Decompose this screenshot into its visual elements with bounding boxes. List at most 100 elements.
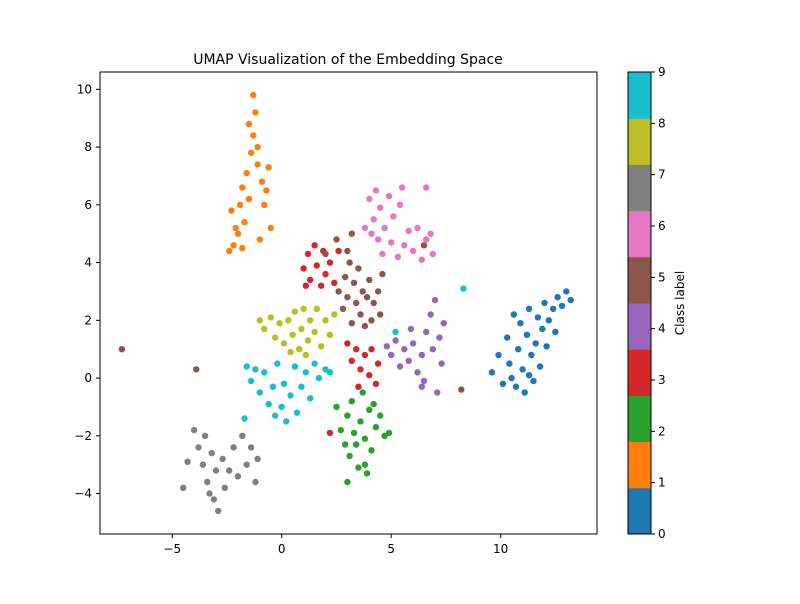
data-point-class-7 — [210, 496, 218, 503]
y-tick-label: −4 — [74, 487, 92, 501]
data-point-class-8 — [304, 337, 312, 344]
data-point-class-6 — [374, 236, 382, 243]
data-point-class-1 — [258, 178, 266, 185]
colorbar-swatch-1 — [628, 441, 651, 489]
data-point-class-2 — [344, 478, 351, 486]
data-point-class-9 — [261, 369, 268, 376]
data-point-class-4 — [405, 357, 412, 364]
data-point-class-7 — [239, 432, 246, 439]
data-point-class-6 — [423, 236, 430, 243]
data-point-class-0 — [552, 328, 559, 336]
data-point-class-6 — [368, 230, 375, 237]
data-point-class-1 — [234, 230, 242, 237]
data-point-class-0 — [534, 314, 542, 321]
data-point-class-1 — [236, 201, 244, 208]
data-point-class-4 — [440, 320, 447, 327]
y-tick-label: 10 — [77, 82, 92, 96]
colorbar-tick-label: 2 — [658, 424, 666, 438]
data-point-class-2 — [366, 406, 373, 413]
data-point-class-8 — [261, 325, 268, 333]
data-point-class-1 — [250, 91, 257, 99]
data-point-class-1 — [254, 161, 261, 168]
data-point-class-3 — [300, 265, 307, 272]
data-point-class-9 — [460, 285, 467, 292]
data-point-class-7 — [219, 455, 226, 463]
data-point-class-0 — [541, 299, 548, 307]
data-point-class-5 — [361, 322, 369, 330]
data-point-class-6 — [414, 224, 421, 232]
data-point-class-3 — [326, 429, 334, 437]
data-point-class-7 — [195, 444, 202, 451]
data-point-class-6 — [370, 216, 377, 223]
colorbar-swatch-2 — [628, 395, 651, 443]
data-point-class-9 — [307, 395, 314, 402]
chart-title: UMAP Visualization of the Embedding Spac… — [193, 52, 503, 68]
data-point-class-3 — [307, 276, 314, 284]
data-point-class-3 — [348, 357, 355, 364]
data-point-class-9 — [280, 380, 288, 387]
data-point-class-4 — [401, 346, 408, 353]
data-point-class-2 — [361, 435, 369, 442]
data-point-class-6 — [390, 213, 397, 220]
data-point-class-6 — [423, 184, 430, 191]
data-point-class-5 — [344, 247, 351, 255]
x-tick-label: 5 — [387, 542, 395, 556]
colorbar-tick-label: 4 — [658, 322, 666, 336]
data-point-class-1 — [265, 164, 272, 171]
colorbar-tick-label: 3 — [658, 373, 666, 387]
data-point-class-7 — [201, 432, 209, 439]
data-point-class-3 — [311, 242, 318, 249]
data-point-class-0 — [521, 389, 528, 396]
data-point-class-8 — [307, 317, 314, 324]
data-point-class-7 — [184, 458, 191, 465]
data-point-class-0 — [506, 360, 513, 367]
data-point-class-7 — [254, 455, 261, 463]
data-point-class-2 — [337, 426, 344, 434]
data-point-class-1 — [243, 169, 250, 177]
data-point-class-5 — [458, 386, 465, 393]
data-point-class-8 — [267, 314, 274, 321]
data-point-class-0 — [512, 383, 520, 390]
data-point-class-2 — [357, 418, 364, 425]
data-point-class-9 — [265, 400, 272, 408]
y-tick-label: 2 — [84, 313, 92, 327]
data-point-class-4 — [414, 369, 421, 376]
data-point-class-9 — [315, 374, 323, 382]
data-point-class-8 — [287, 348, 294, 356]
data-point-class-9 — [247, 377, 255, 385]
data-point-class-7 — [230, 444, 237, 451]
data-point-class-9 — [243, 363, 250, 370]
y-tick-label: −2 — [74, 429, 92, 443]
colorbar-tick-label: 1 — [658, 476, 666, 490]
data-point-class-0 — [530, 377, 537, 385]
data-point-class-0 — [519, 366, 526, 373]
data-point-class-5 — [357, 311, 364, 318]
data-point-class-0 — [536, 363, 544, 370]
colorbar-swatch-4 — [628, 303, 651, 350]
data-point-class-7 — [190, 426, 198, 434]
data-point-class-1 — [252, 109, 259, 116]
data-point-class-1 — [247, 149, 255, 156]
data-point-class-3 — [355, 383, 362, 390]
data-point-class-6 — [405, 227, 412, 234]
data-point-class-0 — [567, 296, 574, 304]
data-point-class-0 — [495, 351, 502, 359]
data-point-class-6 — [366, 195, 373, 203]
data-point-class-0 — [517, 320, 524, 327]
data-point-class-5 — [366, 276, 373, 284]
y-tick-label: 0 — [84, 371, 92, 385]
data-point-class-2 — [342, 441, 349, 448]
data-point-class-2 — [372, 424, 380, 431]
data-point-class-9 — [293, 409, 301, 416]
data-point-class-0 — [554, 294, 561, 301]
data-point-class-6 — [385, 193, 393, 200]
colorbar-swatch-8 — [628, 118, 651, 165]
data-point-class-5 — [348, 320, 355, 327]
data-point-class-0 — [525, 305, 533, 312]
data-point-class-5 — [420, 242, 428, 249]
data-point-class-0 — [528, 351, 535, 359]
y-tick-label: 6 — [84, 198, 92, 212]
x-axis: −5 0 5 10 — [163, 534, 508, 556]
data-point-class-5 — [344, 294, 351, 301]
data-point-class-7 — [226, 467, 233, 474]
